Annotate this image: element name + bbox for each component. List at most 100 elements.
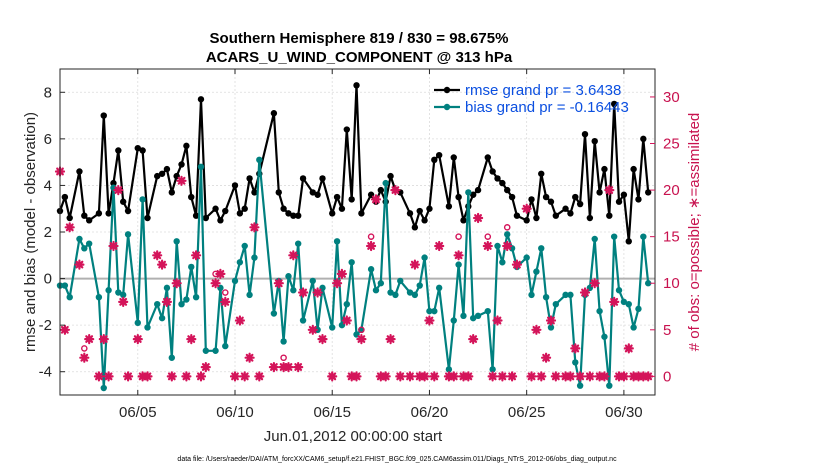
bias-point — [188, 263, 195, 271]
bias-point — [421, 254, 428, 261]
bias-point — [474, 312, 482, 320]
bias-point — [124, 231, 132, 238]
rmse-point — [377, 186, 385, 194]
obs-assimilated-marker — [550, 371, 561, 382]
rmse-point — [333, 193, 341, 201]
y-right-tick-label: 15 — [663, 229, 680, 246]
bias-point — [212, 347, 219, 354]
bias-point — [134, 319, 141, 327]
obs-layer — [54, 166, 654, 382]
bias-point — [635, 305, 642, 313]
obs-assimilated-marker — [468, 334, 479, 345]
bias-point — [572, 359, 579, 366]
rmse-point — [309, 189, 316, 196]
bias-point — [455, 261, 462, 268]
bias-point — [426, 307, 433, 315]
bias-point — [280, 338, 287, 345]
obs-assimilated-marker — [171, 278, 182, 289]
obs-assimilated-marker — [176, 175, 187, 186]
bias-point — [528, 291, 535, 299]
bias-point — [222, 342, 229, 350]
rmse-point — [523, 217, 530, 224]
rmse-point — [246, 175, 253, 182]
x-axis-label: Jun.01,2012 00:00:00 start — [264, 428, 443, 445]
rmse-point — [416, 207, 423, 215]
bias-point — [610, 233, 618, 240]
obs-assimilated-marker — [273, 278, 284, 289]
bias-point — [329, 324, 336, 331]
rmse-point — [455, 193, 462, 201]
y-tick-label: 8 — [44, 84, 52, 101]
obs-assimilated-marker — [307, 324, 318, 335]
obs-assimilated-marker — [545, 315, 557, 326]
rmse-point — [154, 172, 161, 180]
rmse-point — [450, 154, 457, 161]
bias-point — [192, 294, 200, 301]
bias-point — [538, 245, 545, 252]
obs-assimilated-marker — [293, 362, 304, 373]
rmse-point — [202, 214, 210, 222]
obs-assimilated-marker — [356, 334, 367, 345]
chart-title-line2: ACARS_U_WIND_COMPONENT @ 313 hPa — [206, 49, 513, 66]
obs-assimilated-marker — [200, 362, 211, 373]
rmse-point — [299, 175, 307, 182]
obs-assimilated-marker — [380, 371, 391, 382]
bias-point — [465, 189, 472, 196]
obs-assimilated-marker — [579, 287, 591, 298]
obs-assimilated-marker — [268, 362, 279, 373]
bias-point — [76, 235, 83, 243]
rmse-point — [168, 189, 176, 196]
axes-layer: 06/05 06/10 06/15 06/20 06/25 06/30 -4 -2 0 2 4 6 8 0… — [39, 69, 680, 421]
rmse-point — [314, 191, 321, 198]
rmse-point — [343, 126, 351, 133]
rmse-point — [280, 205, 287, 212]
rmse-point — [562, 205, 569, 212]
obs-assimilated-marker — [409, 259, 420, 270]
y-tick-label: 4 — [44, 177, 52, 194]
legend-bias-label: bias grand pr = -0.16443 — [465, 99, 629, 116]
obs-assimilated-marker — [570, 343, 581, 354]
rmse-point — [76, 168, 83, 175]
bias-point — [144, 324, 151, 331]
rmse-point — [66, 214, 73, 222]
obs-assimilated-marker — [113, 185, 124, 196]
bias-point — [469, 314, 477, 322]
rmse-point — [484, 154, 491, 161]
legend-rmse-marker — [443, 86, 451, 94]
obs-assimilated-marker — [502, 240, 513, 252]
rmse-point — [431, 156, 438, 164]
obs-assimilated-marker — [385, 334, 396, 345]
bias-point — [591, 235, 598, 243]
rmse-point — [547, 198, 555, 205]
bias-point — [601, 333, 608, 340]
obs-possible-marker — [484, 233, 492, 240]
rmse-point — [572, 193, 579, 201]
obs-assimilated-marker — [298, 287, 309, 298]
rmse-point — [630, 165, 637, 173]
bias-point — [547, 324, 555, 331]
rmse-point — [528, 196, 535, 203]
bias-point — [246, 291, 253, 299]
rmse-point — [644, 189, 652, 196]
y-right-tick-label: 5 — [663, 322, 671, 339]
rmse-point — [489, 168, 496, 175]
bias-point — [348, 259, 355, 266]
rmse-point — [105, 210, 112, 217]
y-right-tick-label: 0 — [663, 368, 671, 385]
obs-assimilated-marker — [234, 315, 245, 326]
obs-assimilated-marker — [249, 222, 260, 233]
obs-assimilated-marker — [404, 371, 416, 382]
y-tick-label: 0 — [44, 271, 52, 288]
obs-assimilated-marker — [210, 278, 221, 289]
obs-assimilated-marker — [463, 371, 474, 382]
obs-assimilated-marker — [181, 371, 192, 382]
obs-assimilated-marker — [108, 240, 119, 252]
rmse-point — [231, 182, 239, 189]
obs-assimilated-marker — [453, 250, 464, 261]
rmse-point — [358, 210, 365, 217]
rmse-point — [212, 205, 219, 212]
rmse-point — [435, 151, 443, 159]
bias-point — [382, 179, 389, 187]
bias-point — [367, 266, 375, 273]
rmse-point — [134, 144, 141, 152]
